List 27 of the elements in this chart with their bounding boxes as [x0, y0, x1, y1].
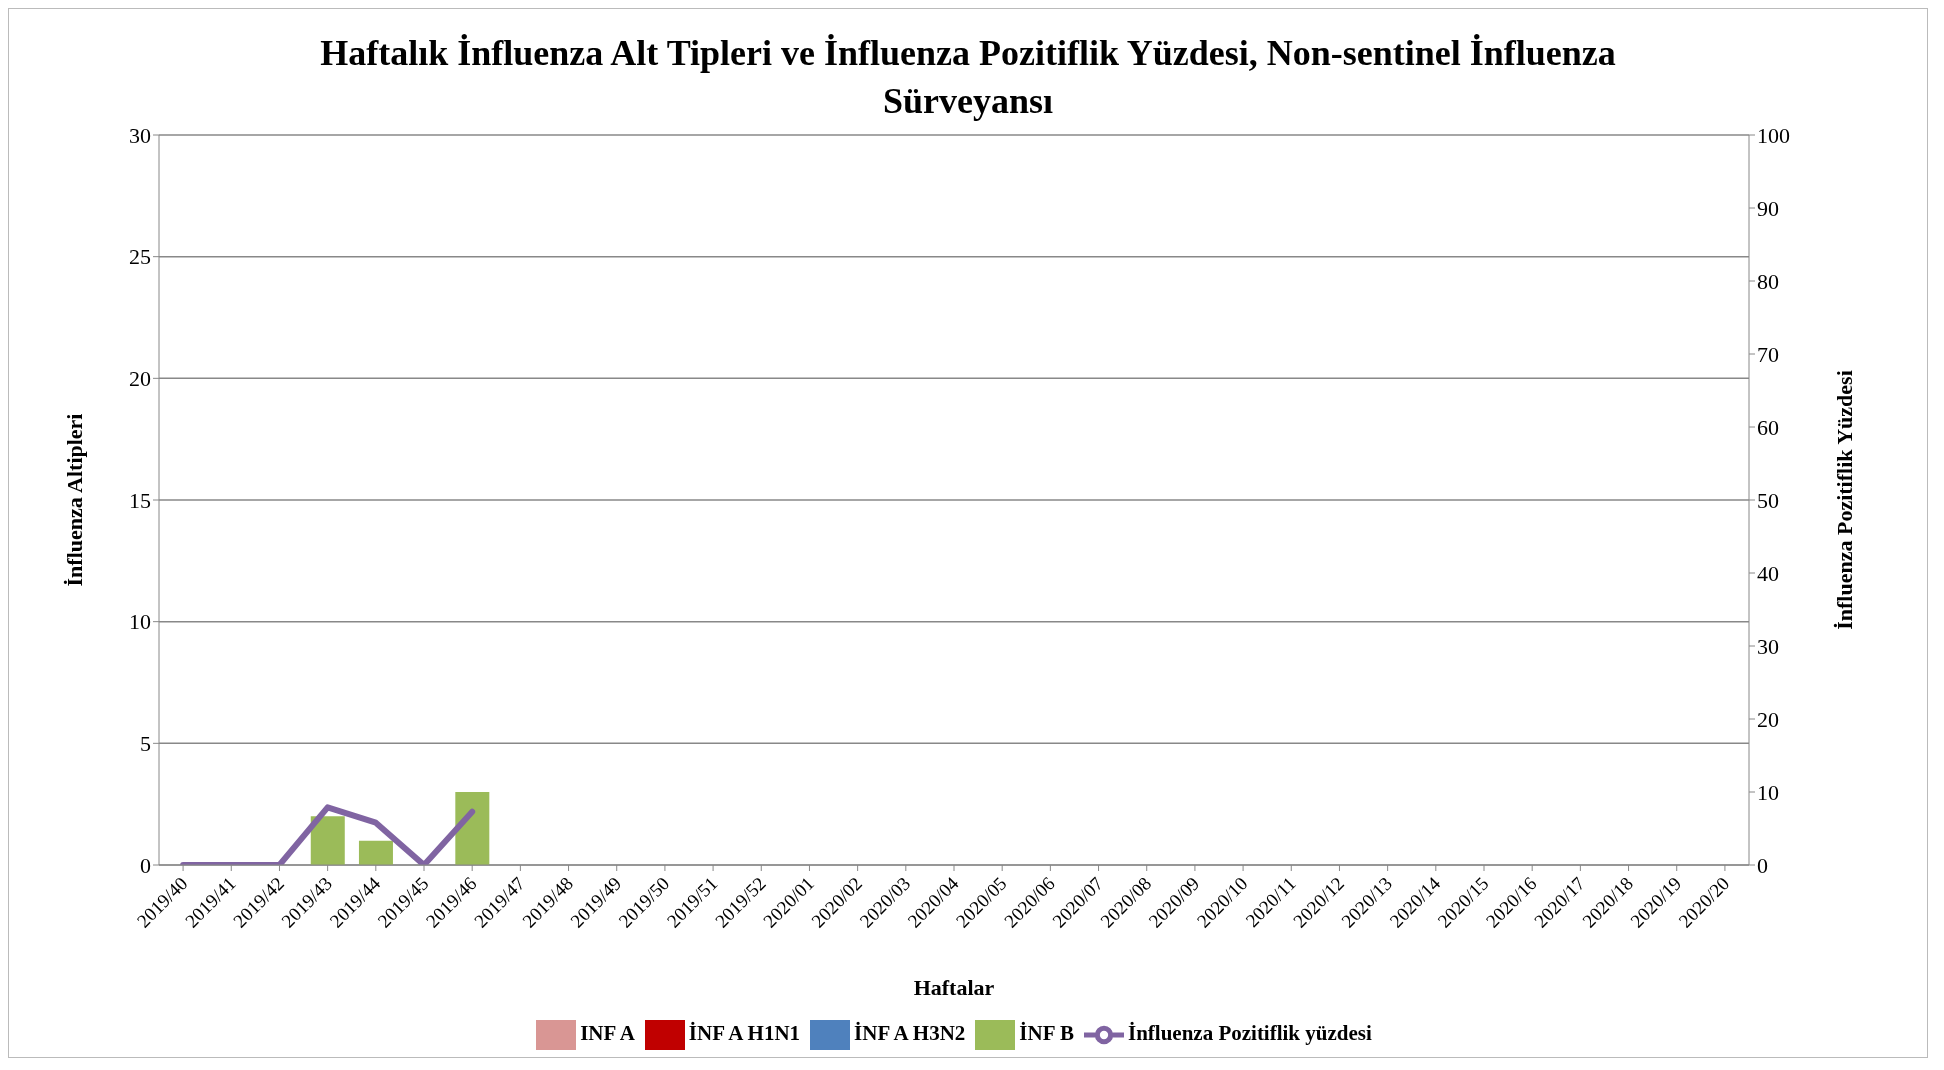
legend-label: İNF B [1019, 1020, 1074, 1045]
y-tick-label: 0 [140, 852, 151, 878]
y2-tick-label: 70 [1757, 341, 1779, 367]
y-tick-label: 30 [129, 122, 151, 148]
y2-tick-label: 10 [1757, 779, 1779, 805]
chart-title: Haftalık İnfluenza Alt Tipleri ve İnfluenza Pozitiflik Yüzdesi, Non-sentinel İnfluenza Sürveyansı [319, 32, 1617, 123]
y2-tick-label: 20 [1757, 706, 1779, 732]
y2-tick-label: 80 [1757, 268, 1779, 294]
y2-tick-label: 60 [1757, 414, 1779, 440]
y-tick-label: 10 [129, 609, 151, 635]
y-tick-label: 5 [140, 731, 151, 757]
y2-tick-label: 90 [1757, 195, 1779, 221]
y2-tick-label: 50 [1757, 487, 1779, 513]
x-axis-title: Haftalar [913, 975, 995, 1000]
legend-label: İnfluenza Pozitiflik yüzdesi [1127, 1020, 1372, 1045]
legend-label: İNF A H1N1 [688, 1020, 801, 1045]
legend-label: İNF A H3N2 [854, 1020, 966, 1045]
y2-tick-label: 100 [1757, 122, 1790, 148]
y2-tick-label: 0 [1757, 852, 1768, 878]
y-tick-label: 15 [129, 487, 151, 513]
y-axis-title: İnfluenza Altipleri [61, 413, 87, 587]
y2-axis-title: İnfluenza Pozitiflik Yüzdesi [1831, 370, 1857, 630]
y-tick-label: 25 [129, 244, 151, 270]
y2-tick-label: 30 [1757, 633, 1779, 659]
y2-tick-label: 40 [1757, 560, 1779, 586]
legend-label: INF A [580, 1020, 635, 1045]
y-tick-label: 20 [129, 366, 151, 392]
